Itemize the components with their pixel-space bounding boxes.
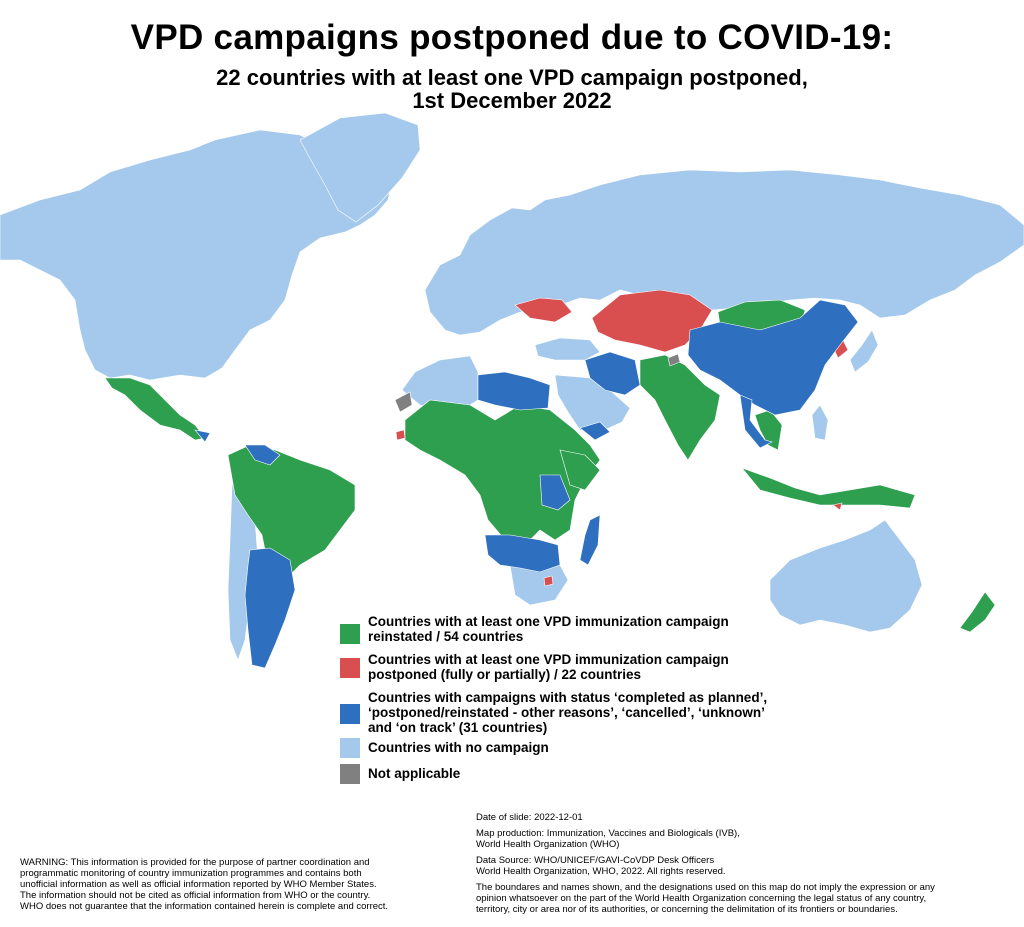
legend-item-reinstated: Countries with at least one VPD immuniza… (340, 614, 820, 646)
swatch-other-status (340, 704, 360, 724)
legend-item-postponed: Countries with at least one VPD immuniza… (340, 652, 820, 684)
west-africa-spot (395, 429, 406, 441)
legend-label: Countries with at least one VPD immuniza… (368, 652, 729, 667)
legend: Countries with at least one VPD immuniza… (340, 614, 820, 786)
map-subtitle: 22 countries with at least one VPD campa… (0, 66, 1024, 112)
map-notes: Date of slide: 2022-12-01 Map production… (476, 812, 1016, 920)
production-note: Map production: Immunization, Vaccines a… (476, 828, 740, 850)
legend-label: Countries with campaigns with status ‘co… (368, 690, 768, 705)
legend-label: ‘postponed/reinstated - other reasons’, … (368, 705, 765, 720)
north-america (0, 129, 396, 381)
other-status-regions (194, 299, 859, 669)
legend-label: Countries with at least one VPD immuniza… (368, 614, 729, 629)
south-america-north (227, 444, 356, 581)
not-applicable-regions (394, 353, 681, 413)
argentina-south (244, 547, 296, 669)
warning-note: WARNING: This information is provided fo… (20, 857, 389, 912)
ukraine (514, 297, 573, 323)
mexico-central-america (104, 377, 206, 441)
greenland (299, 112, 421, 223)
legend-label: and ‘on track’ (31 countries) (368, 720, 548, 735)
philippines (811, 404, 829, 441)
disclaimer-note: The boundares and names shown, and the d… (476, 882, 935, 915)
swatch-no-campaign (340, 738, 360, 758)
cuba-haiti (194, 429, 211, 443)
swatch-postponed (340, 658, 360, 678)
source-note: Data Source: WHO/UNICEF/GAVI-CoVDP Desk … (476, 855, 726, 877)
eurasia-north (424, 169, 1024, 336)
west-central-africa (404, 399, 601, 546)
ethiopia-east (559, 449, 601, 491)
turkey (534, 337, 601, 361)
myanmar-cambodia (739, 394, 773, 449)
subtitle-line: 22 countries with at least one VPD campa… (216, 65, 808, 90)
reinstated-regions (104, 299, 996, 633)
western-sahara (394, 391, 413, 413)
tanzania (539, 474, 571, 511)
libya-egypt (477, 371, 551, 411)
legend-item-not-applicable: Not applicable (340, 764, 820, 786)
indonesia (741, 467, 916, 509)
japan (849, 329, 879, 373)
swatch-reinstated (340, 624, 360, 644)
legend-label: postponed (fully or partially) / 22 coun… (368, 667, 642, 682)
kashmir (667, 353, 681, 367)
legend-label: Not applicable (368, 766, 461, 781)
venezuela-guyana (244, 444, 281, 466)
map-title: VPD campaigns postponed due to COVID-19: (130, 18, 894, 57)
no-campaign-regions (0, 112, 1024, 661)
new-zealand (959, 591, 996, 633)
yemen-oman (579, 421, 611, 441)
legend-label: Countries with no campaign (368, 740, 549, 755)
date-note: Date of slide: 2022-12-01 (476, 812, 583, 823)
legend-item-no-campaign: Countries with no campaign (340, 738, 820, 760)
subtitle-line: 1st December 2022 (412, 88, 612, 113)
china (687, 299, 859, 416)
south-asia (639, 354, 721, 461)
madagascar (579, 514, 601, 566)
iran-afghanistan (584, 351, 641, 396)
legend-label: reinstated / 54 countries (368, 629, 524, 644)
timor (832, 502, 843, 511)
australia (769, 519, 923, 633)
swatch-not-applicable (340, 764, 360, 784)
legend-item-other-status: Countries with campaigns with status ‘co… (340, 690, 820, 736)
lesotho (543, 575, 554, 587)
angola-zambia (484, 534, 561, 573)
